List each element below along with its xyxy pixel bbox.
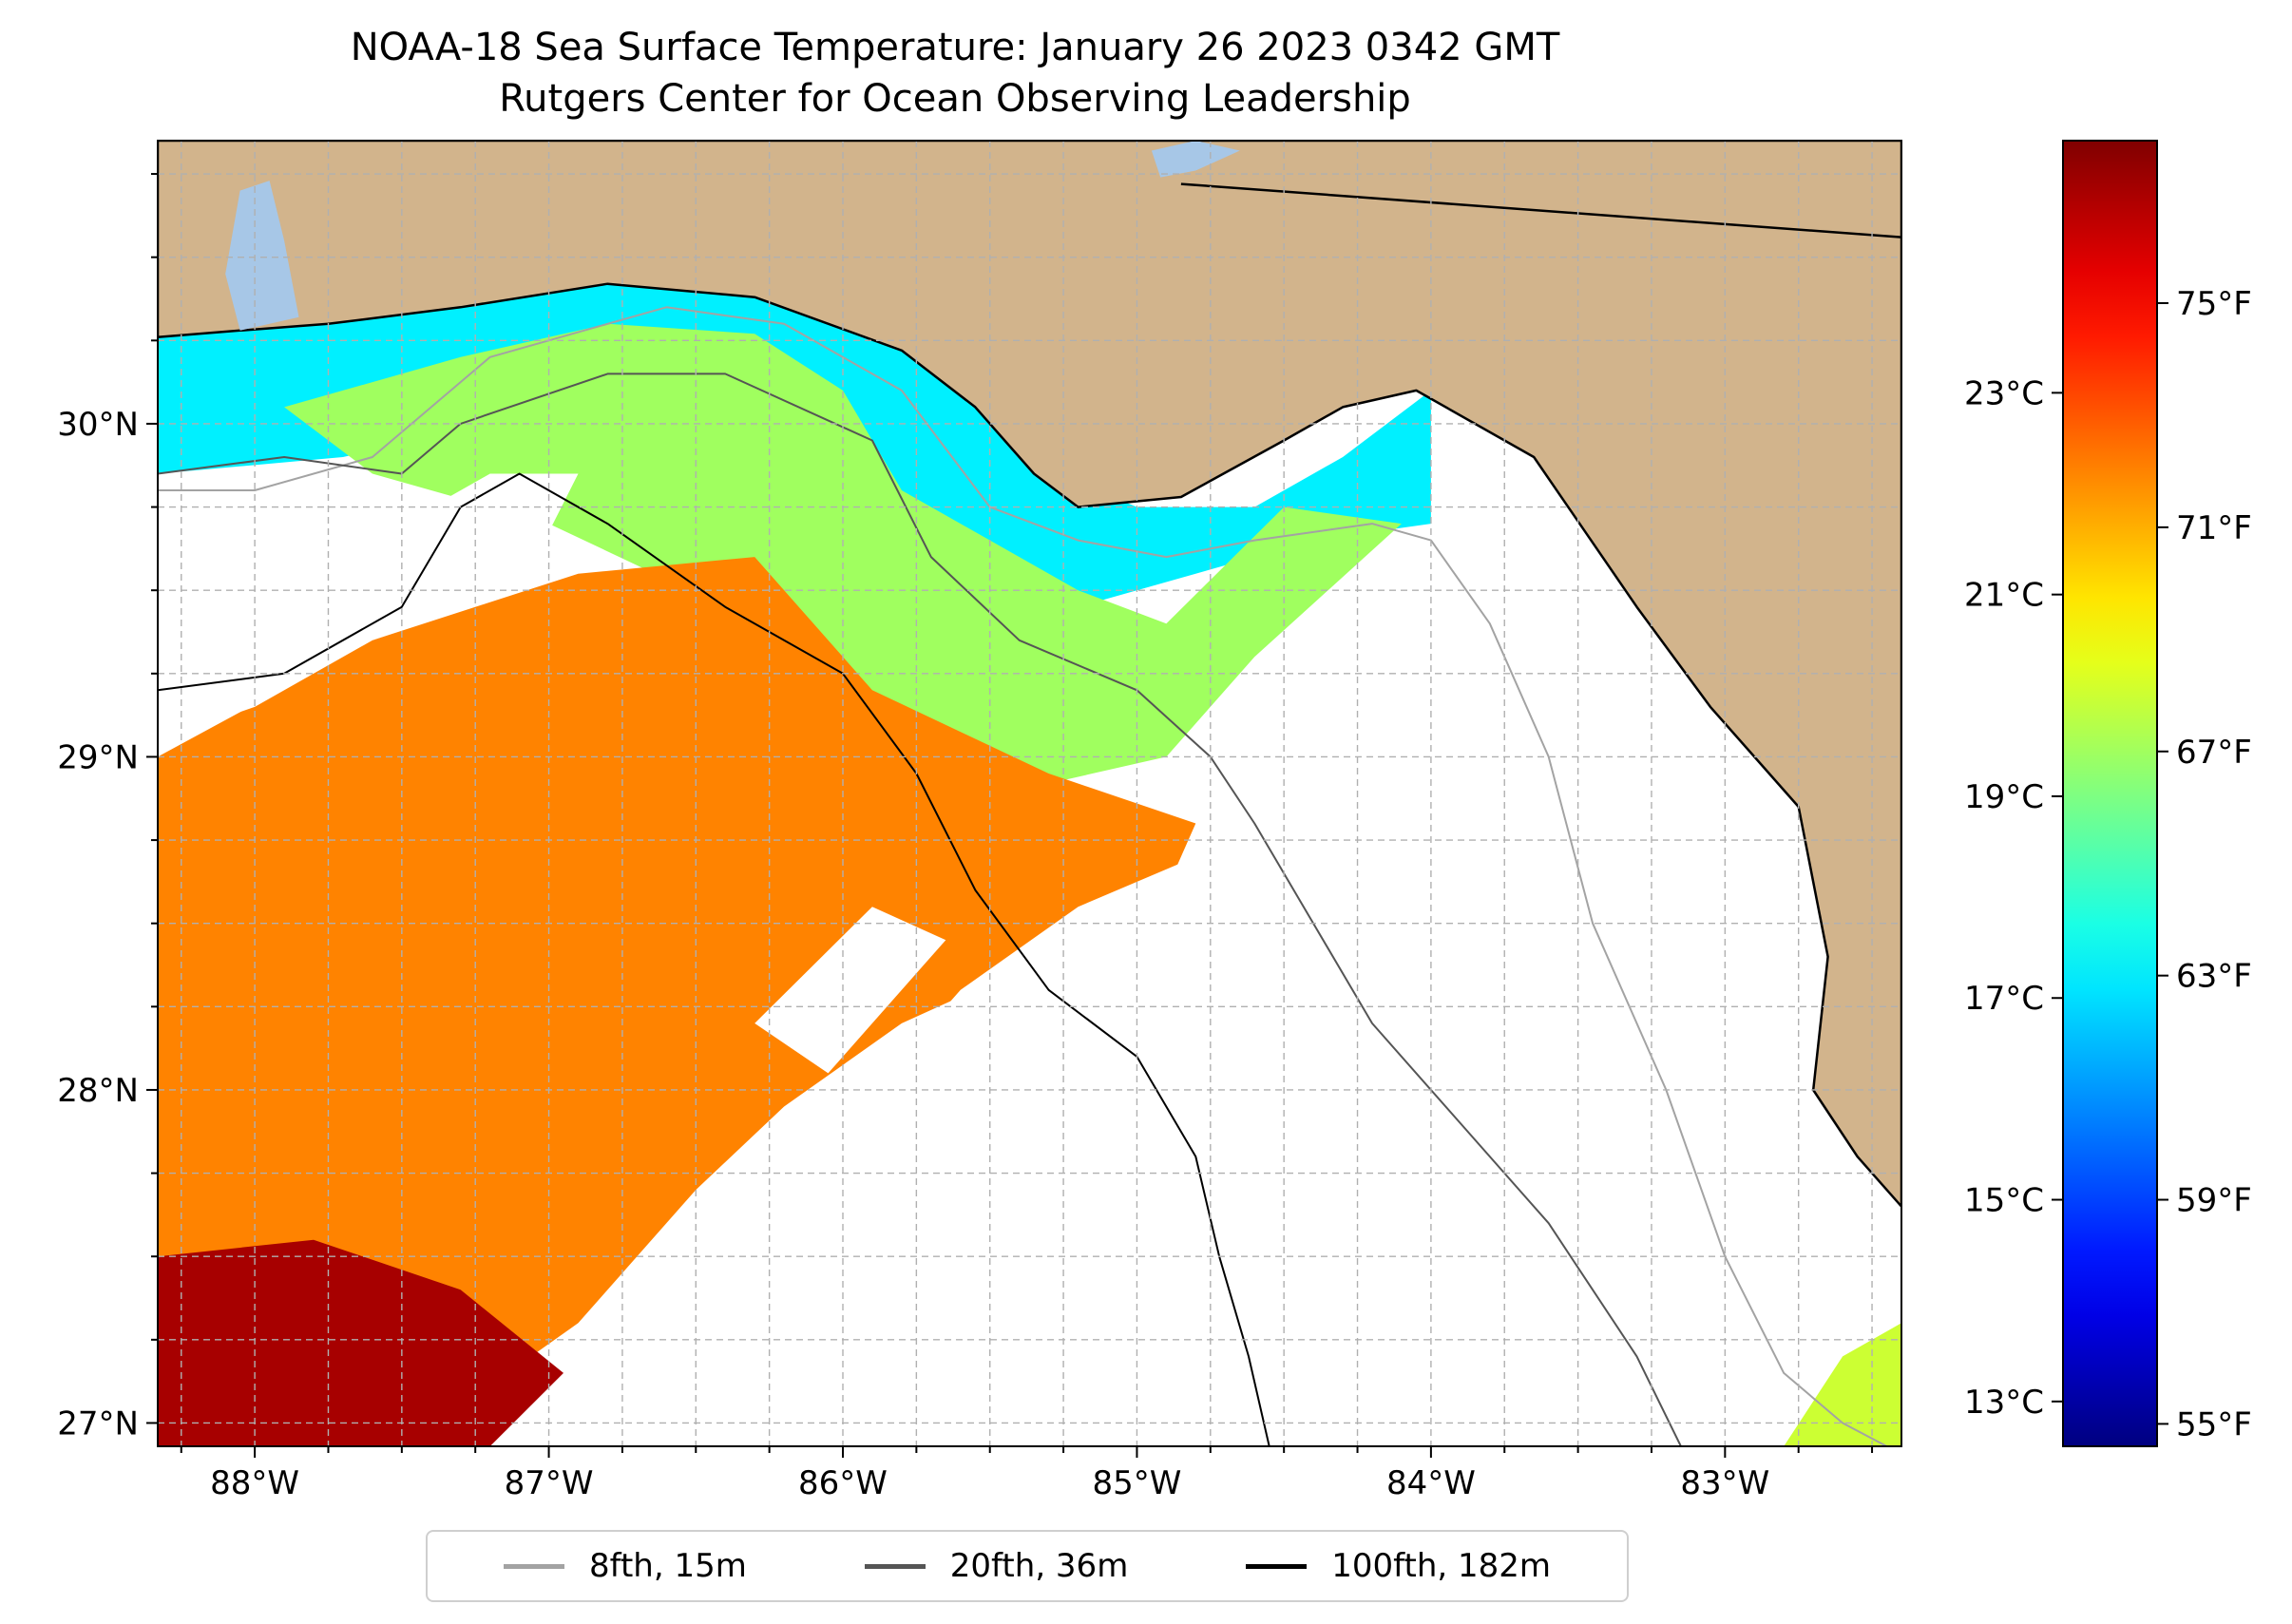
legend-label-8fth: 8fth, 15m: [588, 1547, 747, 1585]
lake: [1151, 141, 1240, 178]
legend-line-8fth: [503, 1563, 564, 1569]
map-area[interactable]: [158, 141, 1901, 1446]
sst-region-hot-southwest-core: [158, 1239, 563, 1446]
colorbar-gradient: [2062, 140, 2158, 1447]
y-tick-label: 29°N: [57, 738, 139, 776]
chart-title: NOAA-18 Sea Surface Temperature: January…: [350, 26, 1560, 69]
legend-item-100fth: 100fth, 182m: [1246, 1547, 1551, 1585]
colorbar-c-label: 17°C: [1964, 980, 2044, 1018]
legend-item-20fth: 20fth, 36m: [864, 1547, 1129, 1585]
x-tick-label: 83°W: [1680, 1464, 1769, 1502]
isobath-100fth: [158, 472, 1270, 1446]
colorbar-c-label: 15°C: [1964, 1182, 2044, 1220]
chart-subtitle: Rutgers Center for Ocean Observing Leade…: [499, 77, 1411, 121]
legend-line-100fth: [1246, 1563, 1308, 1569]
map-frame: [157, 140, 1902, 1447]
mobile-bay: [225, 181, 299, 331]
colorbar-c-label: 19°C: [1964, 778, 2044, 816]
x-tick-label: 84°W: [1386, 1464, 1476, 1502]
white-gap-east: [548, 490, 1843, 1446]
colorbar-c-label: 13°C: [1964, 1384, 2044, 1422]
sst-region-warm-south-band: [158, 557, 1196, 1446]
x-tick-label: 85°W: [1093, 1464, 1182, 1502]
y-tick-label: 28°N: [57, 1072, 139, 1110]
colorbar-f-label: 63°F: [2176, 958, 2252, 996]
x-tick-label: 87°W: [505, 1464, 594, 1502]
colorbar-f-label: 55°F: [2176, 1405, 2252, 1443]
colorbar: 55°F 59°F 63°F 67°F 71°F 75°F 13°C 15°C 17°C 19°C…: [1964, 140, 2252, 1447]
legend-item-8fth: 8fth, 15m: [503, 1547, 747, 1585]
isobath-20fth: [158, 373, 1682, 1446]
state-boundary-line: [1180, 182, 1901, 239]
state-boundary: [1180, 182, 1901, 239]
legend-line-20fth: [864, 1563, 926, 1569]
x-tick-label: 86°W: [798, 1464, 888, 1502]
legend-label-20fth: 20fth, 36m: [949, 1547, 1129, 1585]
colorbar-f-label: 59°F: [2176, 1182, 2252, 1220]
colorbar-f-label: 67°F: [2176, 734, 2252, 772]
colorbar-c-label: 23°C: [1964, 374, 2044, 412]
colorbar-f-label: 71°F: [2176, 509, 2252, 547]
map-gridlines: [158, 141, 1901, 1446]
x-tick-label: 88°W: [210, 1464, 299, 1502]
map-axes: 88°W 87°W 86°W 85°W 84°W 83°W 27°N 28°N 29°N 30°N: [57, 173, 1874, 1502]
isobath-legend: 8fth, 15m 20fth, 36m 100fth, 182m: [426, 1530, 1629, 1602]
white-patch-mid: [754, 907, 946, 1074]
colorbar-c-label: 21°C: [1964, 577, 2044, 615]
colorbar-f-label: 75°F: [2176, 285, 2252, 323]
legend-label-100fth: 100fth, 182m: [1331, 1547, 1552, 1585]
inland-water: [225, 141, 1240, 331]
y-tick-label: 30°N: [57, 406, 139, 444]
y-tick-label: 27°N: [57, 1404, 139, 1442]
